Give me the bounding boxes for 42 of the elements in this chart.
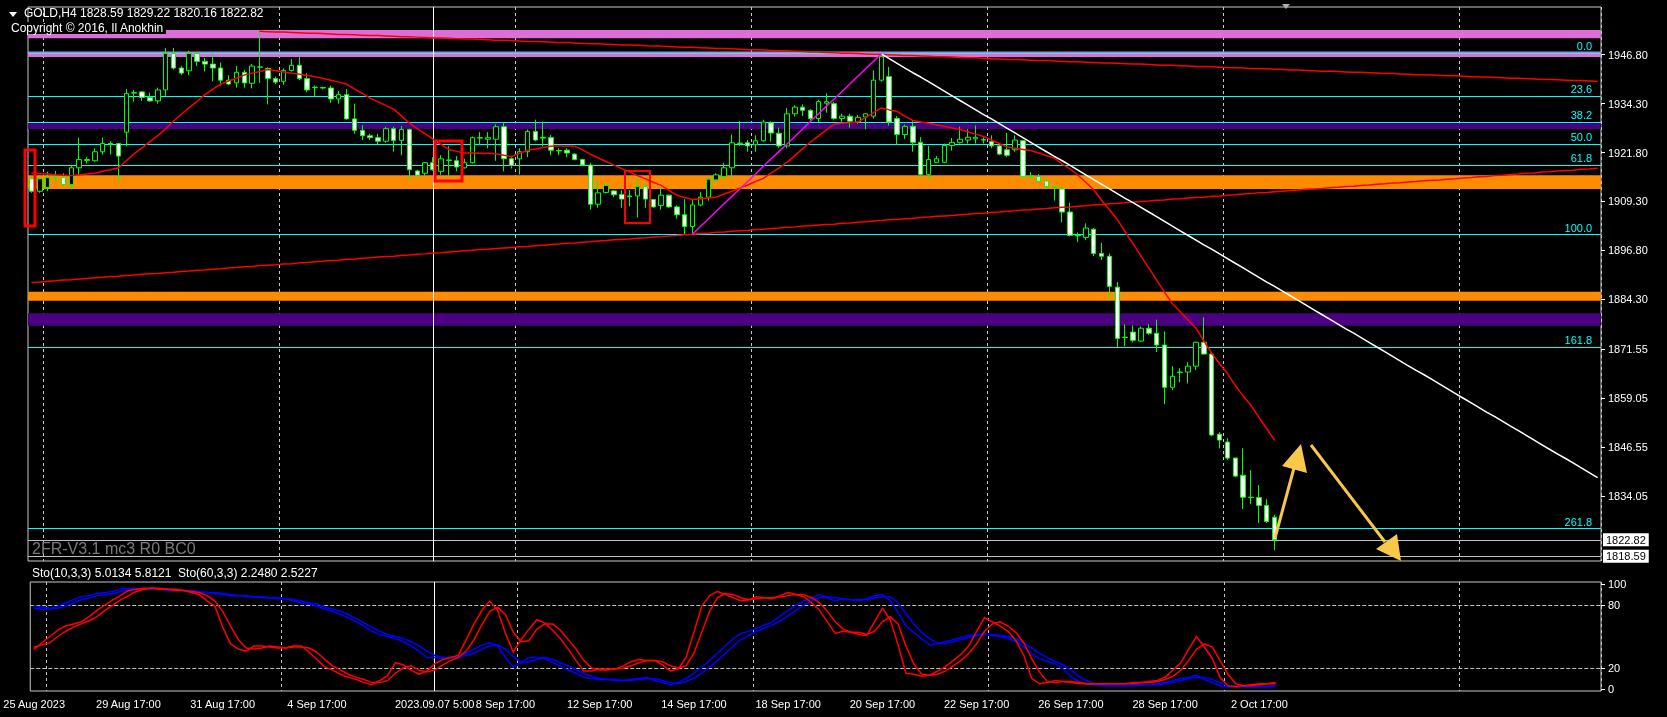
x-tick-label: 8 Sep 17:00 bbox=[475, 697, 536, 710]
x-tick-label: 12 Sep 17:00 bbox=[566, 697, 633, 710]
y-tick-label: 1846.55 bbox=[1608, 440, 1648, 453]
y-tick-label: 1921.80 bbox=[1608, 146, 1648, 159]
y-tick-label: 1884.30 bbox=[1608, 293, 1648, 306]
x-tick-label: 25 Aug 2023 bbox=[3, 697, 66, 710]
y-tick-label: 0 bbox=[1608, 682, 1615, 695]
y-tick-label: 1946.80 bbox=[1608, 48, 1648, 61]
y-tick-label: 100 bbox=[1608, 578, 1627, 591]
x-tick-label: 2 Oct 17:00 bbox=[1230, 697, 1288, 710]
x-tick-label: 14 Sep 17:00 bbox=[661, 697, 727, 710]
x-tick-label: 28 Sep 17:00 bbox=[1132, 697, 1198, 710]
x-tick-label: 31 Aug 17:00 bbox=[190, 697, 256, 710]
chart-title: Sto(10,3,3) 5.0134 5.8121 Sto(60,3,3) 2.2480 2.5227 bbox=[32, 566, 318, 580]
annotation: 38.2 bbox=[1570, 109, 1593, 122]
x-tick-label: 4 Sep 17:00 bbox=[287, 697, 347, 710]
y-tick-label: 1896.80 bbox=[1608, 244, 1648, 257]
y-tick-label: 80 bbox=[1608, 599, 1621, 612]
annotation: 161.8 bbox=[1564, 333, 1593, 346]
y-tick-label: 1934.30 bbox=[1608, 97, 1648, 110]
annotation: Copyright © 2016, Il Anokhin bbox=[11, 21, 164, 35]
annotation: 100.0 bbox=[1564, 221, 1593, 234]
annotation: 23.6 bbox=[1570, 83, 1593, 96]
x-tick-label: 29 Aug 17:00 bbox=[96, 697, 161, 710]
ref-line-label: 1822.82 bbox=[1606, 533, 1646, 546]
x-tick-label: 22 Sep 17:00 bbox=[943, 697, 1010, 710]
y-tick-label: 1909.30 bbox=[1608, 195, 1648, 208]
x-tick-label: 2023.09.07 5:00 bbox=[394, 697, 475, 710]
annotation: 0.0 bbox=[1576, 40, 1593, 53]
y-tick-label: 1859.05 bbox=[1608, 392, 1648, 405]
y-tick-label: 20 bbox=[1608, 661, 1621, 674]
annotation: 50.0 bbox=[1570, 130, 1593, 143]
y-tick-label: 1834.05 bbox=[1608, 489, 1648, 502]
chart-title: GOLD,H4 1828.59 1829.22 1820.16 1822.82 bbox=[24, 6, 264, 20]
x-tick-label: 18 Sep 17:00 bbox=[755, 697, 821, 710]
y-tick-label: 1871.55 bbox=[1608, 343, 1648, 356]
x-tick-label: 26 Sep 17:00 bbox=[1038, 697, 1104, 710]
annotation: 2FR-V3.1 mc3 R0 BC0 bbox=[32, 539, 196, 557]
ref-line-label: 1818.59 bbox=[1606, 550, 1646, 563]
x-tick-label: 20 Sep 17:00 bbox=[849, 697, 916, 710]
annotation: 261.8 bbox=[1564, 515, 1593, 528]
annotation: 61.8 bbox=[1570, 152, 1593, 165]
